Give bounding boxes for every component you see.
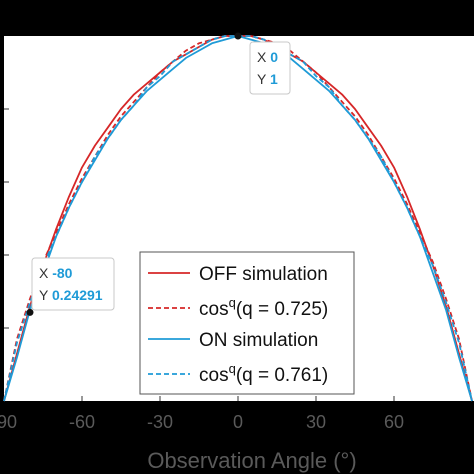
legend-label-name: cos <box>199 365 229 386</box>
datatip-x-row: X -80 <box>39 265 73 281</box>
axis-ticks <box>3 108 395 401</box>
x-tick-label: -90 <box>0 412 17 432</box>
legend-label-name: cos <box>199 299 229 320</box>
datatip-y-value: 0.24291 <box>52 287 103 303</box>
legend-label-name: OFF simulation <box>199 264 328 285</box>
x-tick-label: -60 <box>69 412 95 432</box>
datatip-marker[interactable] <box>234 32 242 40</box>
legend-label-rest: (q = 0.725) <box>236 299 328 320</box>
legend-label-sup: q <box>229 295 236 310</box>
legend-label-sup: q <box>229 361 236 376</box>
legend-label: cosq(q = 0.761) <box>199 361 328 386</box>
datatip-x-value: 0 <box>270 49 278 65</box>
datatips: X 0Y 1X -80Y 0.24291 <box>26 32 291 316</box>
legend-label-name: ON simulation <box>199 330 318 351</box>
datatip-y-label: Y <box>257 71 270 87</box>
datatip-x-label: X <box>257 49 270 65</box>
legend-label-rest: (q = 0.761) <box>236 365 328 386</box>
datatip-x-value: -80 <box>52 265 72 281</box>
legend-box <box>139 251 355 395</box>
legend-label: OFF simulation <box>199 264 328 285</box>
x-tick-label: -30 <box>147 412 173 432</box>
legend-label: cosq(q = 0.725) <box>199 295 328 320</box>
datatip-box[interactable] <box>249 41 291 95</box>
datatip-y-row: Y 0.24291 <box>39 287 103 303</box>
datatip-y-label: Y <box>39 287 52 303</box>
datatip-y-value: 1 <box>270 71 278 87</box>
datatip-box[interactable] <box>31 257 115 311</box>
datatip-marker[interactable] <box>26 308 34 316</box>
x-tick-labels: -90 -60 -30 0 30 60 <box>0 412 404 432</box>
x-tick-label: 60 <box>384 412 404 432</box>
x-tick-label: 0 <box>233 412 243 432</box>
datatip-x-label: X <box>39 265 52 281</box>
datatip-x-row: X 0 <box>257 49 278 65</box>
x-axis-label: Observation Angle (°) <box>147 448 356 473</box>
legend-label: ON simulation <box>199 330 318 351</box>
datatip-y-row: Y 1 <box>257 71 278 87</box>
x-tick-label: 30 <box>306 412 326 432</box>
